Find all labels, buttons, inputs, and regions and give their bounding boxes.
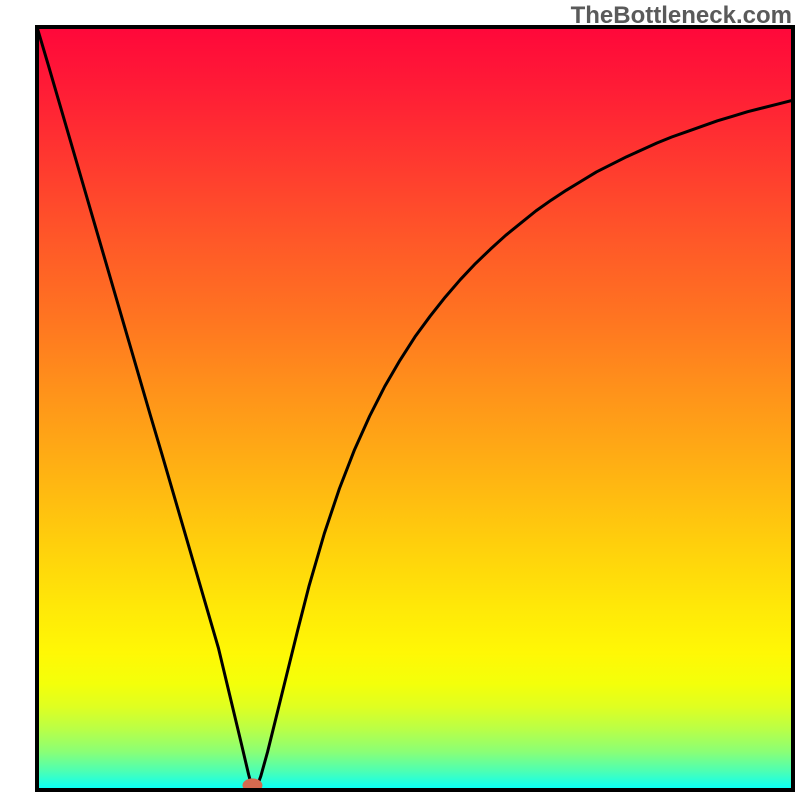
chart-svg: [0, 0, 800, 800]
chart-container: TheBottleneck.com: [0, 0, 800, 800]
watermark-text: TheBottleneck.com: [571, 2, 792, 30]
plot-background: [37, 27, 793, 790]
